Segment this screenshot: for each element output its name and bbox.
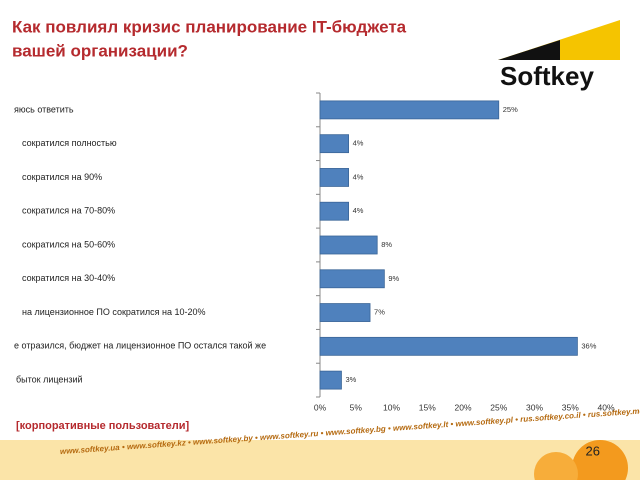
bar [319,303,371,322]
y-tick-label: сократился на 70-80% [22,206,115,216]
title-line: Как повлиял кризис планирование IT-бюдже… [12,17,407,36]
x-tick-label: 40% [597,402,614,412]
x-tick-label: 5% [350,402,363,412]
bar [319,168,350,187]
bar [319,336,578,356]
bar [319,269,385,289]
bar [319,235,378,255]
x-tick-label: 0% [314,402,327,412]
value-label: 3% [345,375,356,384]
x-tick-label: 20% [454,402,471,412]
note: [корпоративные пользователи] [16,420,190,432]
oranges [534,440,628,480]
logo-shape [498,20,620,60]
y-tick-label: быток лицензий [16,374,83,384]
title-line: вашей организации? [12,41,188,60]
bar [319,134,350,154]
logo-text: Softkey [500,61,594,91]
value-label: 4% [353,206,364,215]
bar [319,100,500,120]
x-tick-label: 35% [562,402,579,412]
y-tick-label: яюсь ответить [14,104,74,114]
value-label: 25% [503,105,518,114]
logo-shape [498,40,560,60]
logo: Softkey [496,20,622,94]
value-label: 4% [353,139,364,148]
y-tick-label: сократился на 90% [22,172,102,182]
x-tick-label: 25% [490,402,507,412]
value-label: 7% [374,308,385,317]
bar [319,370,342,390]
value-label: 36% [581,341,596,350]
bar [319,201,350,221]
logo-box [496,60,622,94]
orange [572,440,628,480]
y-tick-label: сократился полностью [22,138,117,148]
x-tick-label: 15% [419,402,436,412]
footer-band [0,440,640,480]
value-label: 8% [381,240,392,249]
value-label: 9% [388,274,399,283]
y-tick-label: сократился на 30-40% [22,273,115,283]
orange [534,452,578,480]
y-tick-label: на лицензионное ПО сократился на 10-20% [22,307,206,317]
value-label: 4% [353,172,364,181]
y-tick-label: сократился на 50-60% [22,239,115,249]
x-tick-label: 10% [383,402,400,412]
page-number: 26 [586,443,600,458]
x-tick-label: 30% [526,402,543,412]
y-tick-label: е отразился, бюджет на лицензионное ПО о… [14,341,266,351]
